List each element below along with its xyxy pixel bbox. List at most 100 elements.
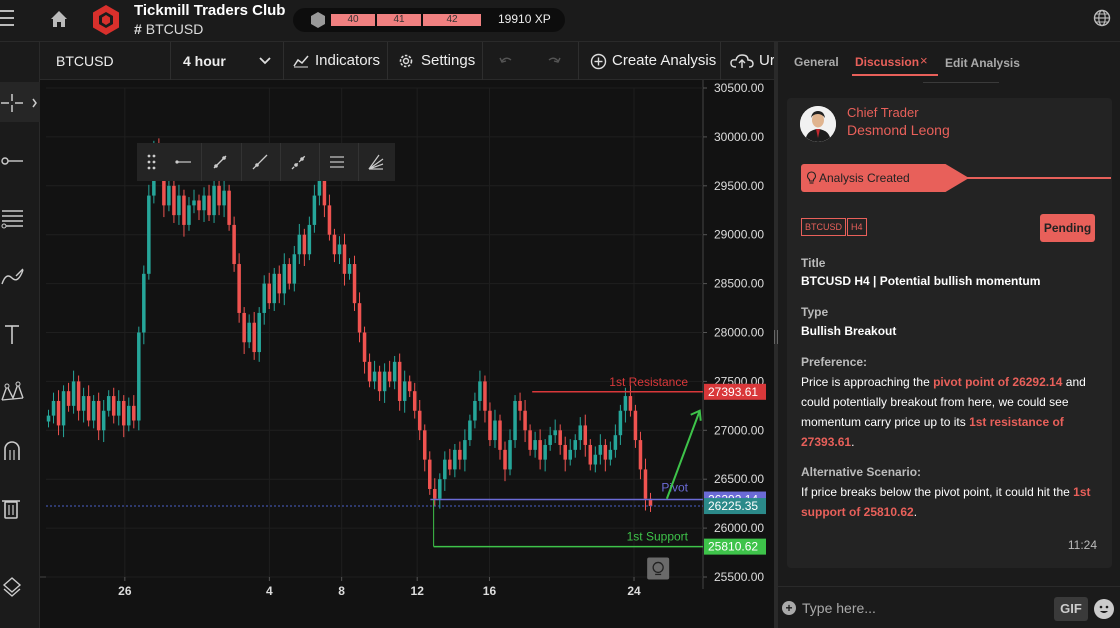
timeframe-tag: H4 (847, 218, 867, 236)
pattern-tool[interactable] (0, 372, 40, 412)
resize-handle-icon[interactable] (774, 330, 778, 344)
ray-icon[interactable] (251, 153, 269, 171)
candle-body (407, 381, 412, 392)
candlestick-chart[interactable]: 30500.00 30000.00 29500.00 29000.00 28500.00… (40, 80, 775, 610)
toolbar-divider (280, 143, 281, 181)
undo-icon[interactable] (498, 55, 514, 67)
alt-scenario-text: If price breaks below the pivot point, i… (801, 482, 1101, 522)
chart-toolbar: BTCUSD 4 hour Indicators Settings Create… (40, 42, 775, 80)
type-value: Bullish Breakout (801, 324, 897, 338)
candle-body (207, 195, 211, 216)
home-icon[interactable] (48, 8, 70, 30)
toolbar-divider (720, 42, 721, 80)
fibonacci-tool[interactable] (0, 198, 40, 238)
horizontal-line-icon (1, 157, 23, 165)
candle-body (412, 391, 417, 411)
candle-body (648, 498, 653, 507)
emoji-icon[interactable] (1094, 599, 1114, 619)
candle-body (367, 361, 372, 382)
extended-line-icon[interactable] (290, 153, 308, 171)
candle-body (593, 454, 598, 465)
price-axis-area (703, 80, 775, 610)
candle-body (397, 361, 402, 401)
candle-body (282, 264, 287, 294)
upload-button[interactable]: Ur (759, 52, 775, 69)
candle-body (498, 420, 502, 450)
redo-icon[interactable] (546, 55, 562, 67)
candle-body (377, 371, 382, 392)
candle-body (56, 400, 61, 426)
timeframe-selector[interactable]: 4 hour (183, 53, 226, 69)
candle-body (212, 185, 216, 216)
crosshair-tool[interactable] (0, 82, 40, 122)
candle-body (337, 244, 342, 255)
y-tick-label: 25500.00 (714, 570, 764, 584)
brush-tool[interactable] (0, 256, 40, 296)
candle-body (448, 459, 452, 470)
candle-body (322, 176, 327, 206)
candle-body (458, 449, 462, 460)
price-chart[interactable]: 30500.00 30000.00 29500.00 29000.00 28500.00… (40, 80, 775, 610)
candle-body (563, 444, 567, 460)
horizontal-line-tool[interactable] (0, 140, 40, 180)
candle-body (422, 430, 427, 460)
indicators-button[interactable]: Indicators (315, 52, 381, 69)
gif-button[interactable]: GIF (1054, 597, 1088, 621)
panel-resizer[interactable] (774, 42, 778, 628)
fan-icon[interactable] (367, 153, 385, 171)
candle-body (633, 410, 638, 441)
globe-icon[interactable] (1093, 9, 1111, 27)
candle-body (558, 430, 562, 445)
chevron-down-icon[interactable] (258, 56, 272, 66)
candle-body (116, 400, 121, 416)
drag-handle-icon[interactable] (147, 154, 157, 170)
delete-tool[interactable] (0, 488, 40, 528)
analysis-created-banner: Analysis Created (801, 164, 1111, 192)
candle-body (237, 264, 241, 313)
add-attachment-icon[interactable]: + (782, 601, 796, 615)
y-tick-label: 28000.00 (714, 326, 764, 340)
settings-button[interactable]: Settings (421, 52, 476, 69)
level-segment: 41 (377, 14, 421, 26)
parallel-channel-icon[interactable] (328, 153, 346, 171)
tab-discussion[interactable]: Discussion (855, 55, 920, 69)
x-tick-label: 8 (338, 584, 345, 598)
text-tool[interactable] (0, 314, 40, 354)
trend-line-icon[interactable] (211, 153, 229, 171)
message-input[interactable] (802, 597, 1042, 619)
create-analysis-button[interactable]: Create Analysis (612, 52, 717, 69)
tab-edit-analysis[interactable]: Edit Analysis (945, 56, 1020, 70)
candle-body (106, 396, 111, 411)
lightbulb-icon (806, 171, 817, 184)
menu-icon[interactable] (0, 10, 16, 26)
layers-tool[interactable] (0, 564, 40, 604)
brush-icon (1, 268, 24, 285)
crosshair-icon (1, 94, 37, 112)
cloud-upload-icon (730, 54, 754, 68)
candle-body (132, 405, 136, 421)
tickmill-logo-icon[interactable] (90, 4, 122, 36)
avatar[interactable] (800, 106, 836, 142)
candle-body (272, 273, 277, 304)
candle-body (192, 200, 196, 206)
x-tick-label: 16 (483, 584, 497, 598)
idea-lightbulb-bulb (652, 561, 664, 574)
title-value: BTCUSD H4 | Potential bullish momentum (801, 274, 1041, 288)
symbol-selector[interactable]: BTCUSD (56, 53, 114, 69)
alt-part: . (913, 505, 918, 519)
message-input-row: + GIF (778, 586, 1120, 628)
candle-body (417, 410, 422, 431)
current-price-label: 26225.35 (708, 499, 758, 513)
horizontal-ray-icon[interactable] (173, 155, 195, 169)
candle-body (247, 322, 251, 343)
candle-body (332, 234, 337, 255)
candle-body (643, 469, 648, 499)
candle-body (538, 440, 542, 460)
magnet-tool[interactable] (0, 430, 40, 470)
level-price-label: 25810.62 (708, 540, 758, 554)
candle-body (257, 312, 261, 353)
tab-general[interactable]: General (794, 55, 839, 69)
close-tab-icon[interactable]: × (920, 53, 928, 68)
pivot-highlight: pivot point of 26292.14 (933, 375, 1063, 389)
level-name-label: 1st Support (627, 530, 689, 544)
